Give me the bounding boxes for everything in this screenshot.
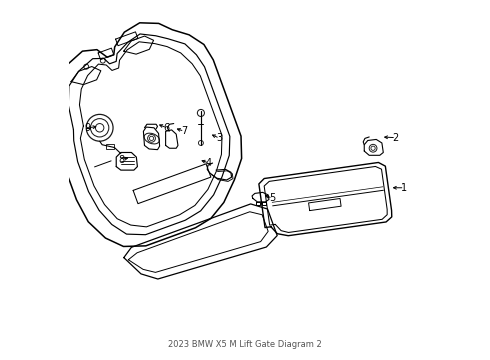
Text: 9: 9	[84, 123, 91, 133]
Text: 7: 7	[181, 126, 187, 136]
Text: 2023 BMW X5 M Lift Gate Diagram 2: 2023 BMW X5 M Lift Gate Diagram 2	[168, 339, 322, 348]
Text: 6: 6	[163, 123, 169, 133]
Text: 2: 2	[392, 133, 399, 143]
Text: 3: 3	[216, 133, 222, 143]
Text: 4: 4	[205, 158, 212, 168]
Text: 8: 8	[118, 154, 124, 165]
Text: 1: 1	[401, 183, 407, 193]
Text: 5: 5	[269, 193, 275, 203]
